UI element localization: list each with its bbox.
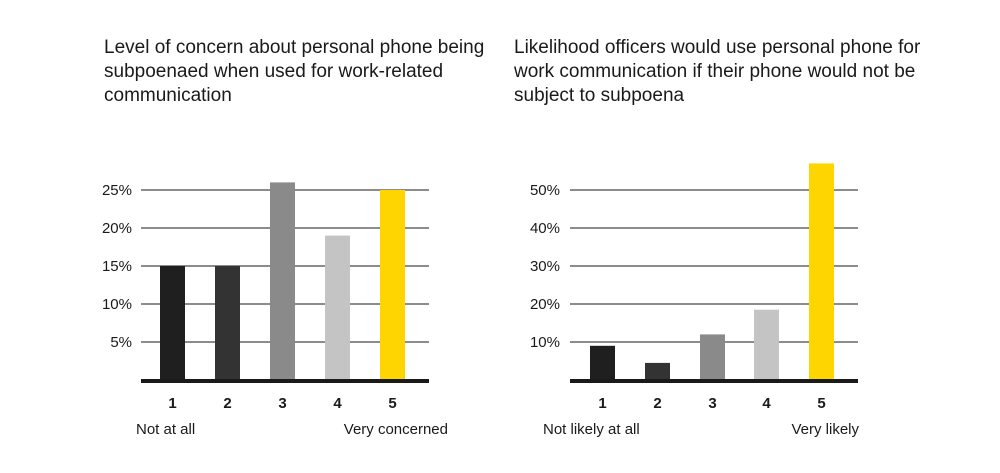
chart-left: 5% 10% 15% 20% 25% 1 2 3 4 5 Not at all Very concer…	[102, 182, 448, 438]
y-tick-label: 25%	[102, 182, 132, 199]
category-label: 4	[333, 395, 342, 412]
scale-high-label: Very concerned	[344, 421, 448, 438]
category-label: 3	[278, 395, 286, 412]
y-tick-label: 10%	[530, 334, 560, 351]
category-label: 1	[598, 395, 606, 412]
chart-title-left: Level of concern about personal phone be…	[104, 37, 485, 106]
bar-4	[754, 309, 779, 380]
category-label: 5	[388, 395, 396, 412]
x-axis-baseline	[570, 379, 858, 383]
category-label: 2	[223, 395, 231, 412]
x-axis-baseline	[141, 379, 429, 383]
bar-1	[590, 345, 615, 380]
y-tick-label: 5%	[110, 334, 132, 351]
y-tick-label: 10%	[102, 296, 132, 313]
y-tick-label: 20%	[530, 296, 560, 313]
y-tick-label: 40%	[530, 220, 560, 237]
bar-4	[325, 235, 350, 380]
chart-right: 10% 20% 30% 40% 50% 1 2 3 4 5 Not likely at all Ver…	[530, 163, 859, 438]
bar-5	[809, 163, 834, 380]
scale-low-label: Not likely at all	[543, 421, 640, 438]
bar-2	[645, 362, 670, 380]
y-tick-label: 20%	[102, 220, 132, 237]
chart-title-right: Likelihood officers would use personal p…	[514, 37, 921, 106]
y-tick-label: 50%	[530, 182, 560, 199]
bar-1	[160, 266, 185, 380]
category-label: 3	[708, 395, 716, 412]
bar-5	[380, 190, 405, 380]
category-label: 2	[653, 395, 661, 412]
category-label: 5	[817, 395, 825, 412]
category-label: 1	[168, 395, 176, 412]
bar-3	[270, 182, 295, 380]
scale-low-label: Not at all	[136, 421, 195, 438]
bar-2	[215, 266, 240, 380]
bar-3	[700, 334, 725, 380]
category-label: 4	[762, 395, 771, 412]
scale-high-label: Very likely	[791, 421, 859, 438]
y-tick-label: 15%	[102, 258, 132, 275]
y-tick-label: 30%	[530, 258, 560, 275]
